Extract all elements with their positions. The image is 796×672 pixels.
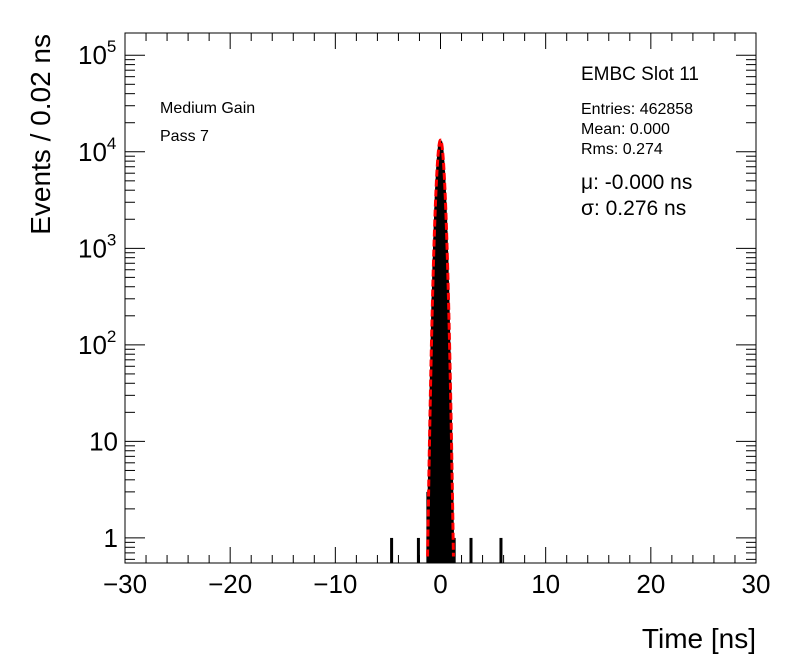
y-tick-label: 104 [78, 134, 116, 167]
x-tick-label: −10 [313, 569, 357, 599]
y-axis-ticks [125, 54, 756, 560]
x-axis-tick-labels: −30 −20 −10 0 10 20 30 [103, 569, 771, 599]
x-tick-label: 20 [636, 569, 665, 599]
fit-mean: μ: -0.000 ns [581, 171, 692, 194]
x-axis-ticks [124, 33, 757, 563]
y-tick-label: 102 [78, 327, 116, 360]
y-tick-label: 10 [89, 426, 118, 456]
x-tick-label: −30 [103, 569, 147, 599]
x-axis-label: Time [ns] [642, 623, 756, 654]
y-tick-label: 105 [78, 37, 116, 70]
x-tick-label: 30 [742, 569, 771, 599]
y-tick-label: 103 [78, 230, 116, 263]
gaussian-fit-curve [426, 138, 455, 557]
stat-rms: Rms: 0.274 [581, 141, 663, 158]
x-tick-label: 10 [531, 569, 560, 599]
stat-entries: Entries: 462858 [581, 101, 693, 118]
fit-sigma: σ: 0.276 ns [581, 197, 686, 220]
y-tick-label: 1 [104, 523, 118, 553]
y-axis-tick-labels: 1 10 102 103 104 105 [78, 37, 118, 553]
y-axis-label: Events / 0.02 ns [25, 34, 56, 235]
chart-title: EMBC Slot 11 [581, 64, 699, 85]
x-tick-label: −20 [208, 569, 252, 599]
annotation-pass: Pass 7 [160, 128, 209, 145]
annotation-gain: Medium Gain [160, 100, 255, 117]
x-tick-label: 0 [433, 569, 447, 599]
stat-mean: Mean: 0.000 [581, 121, 670, 138]
